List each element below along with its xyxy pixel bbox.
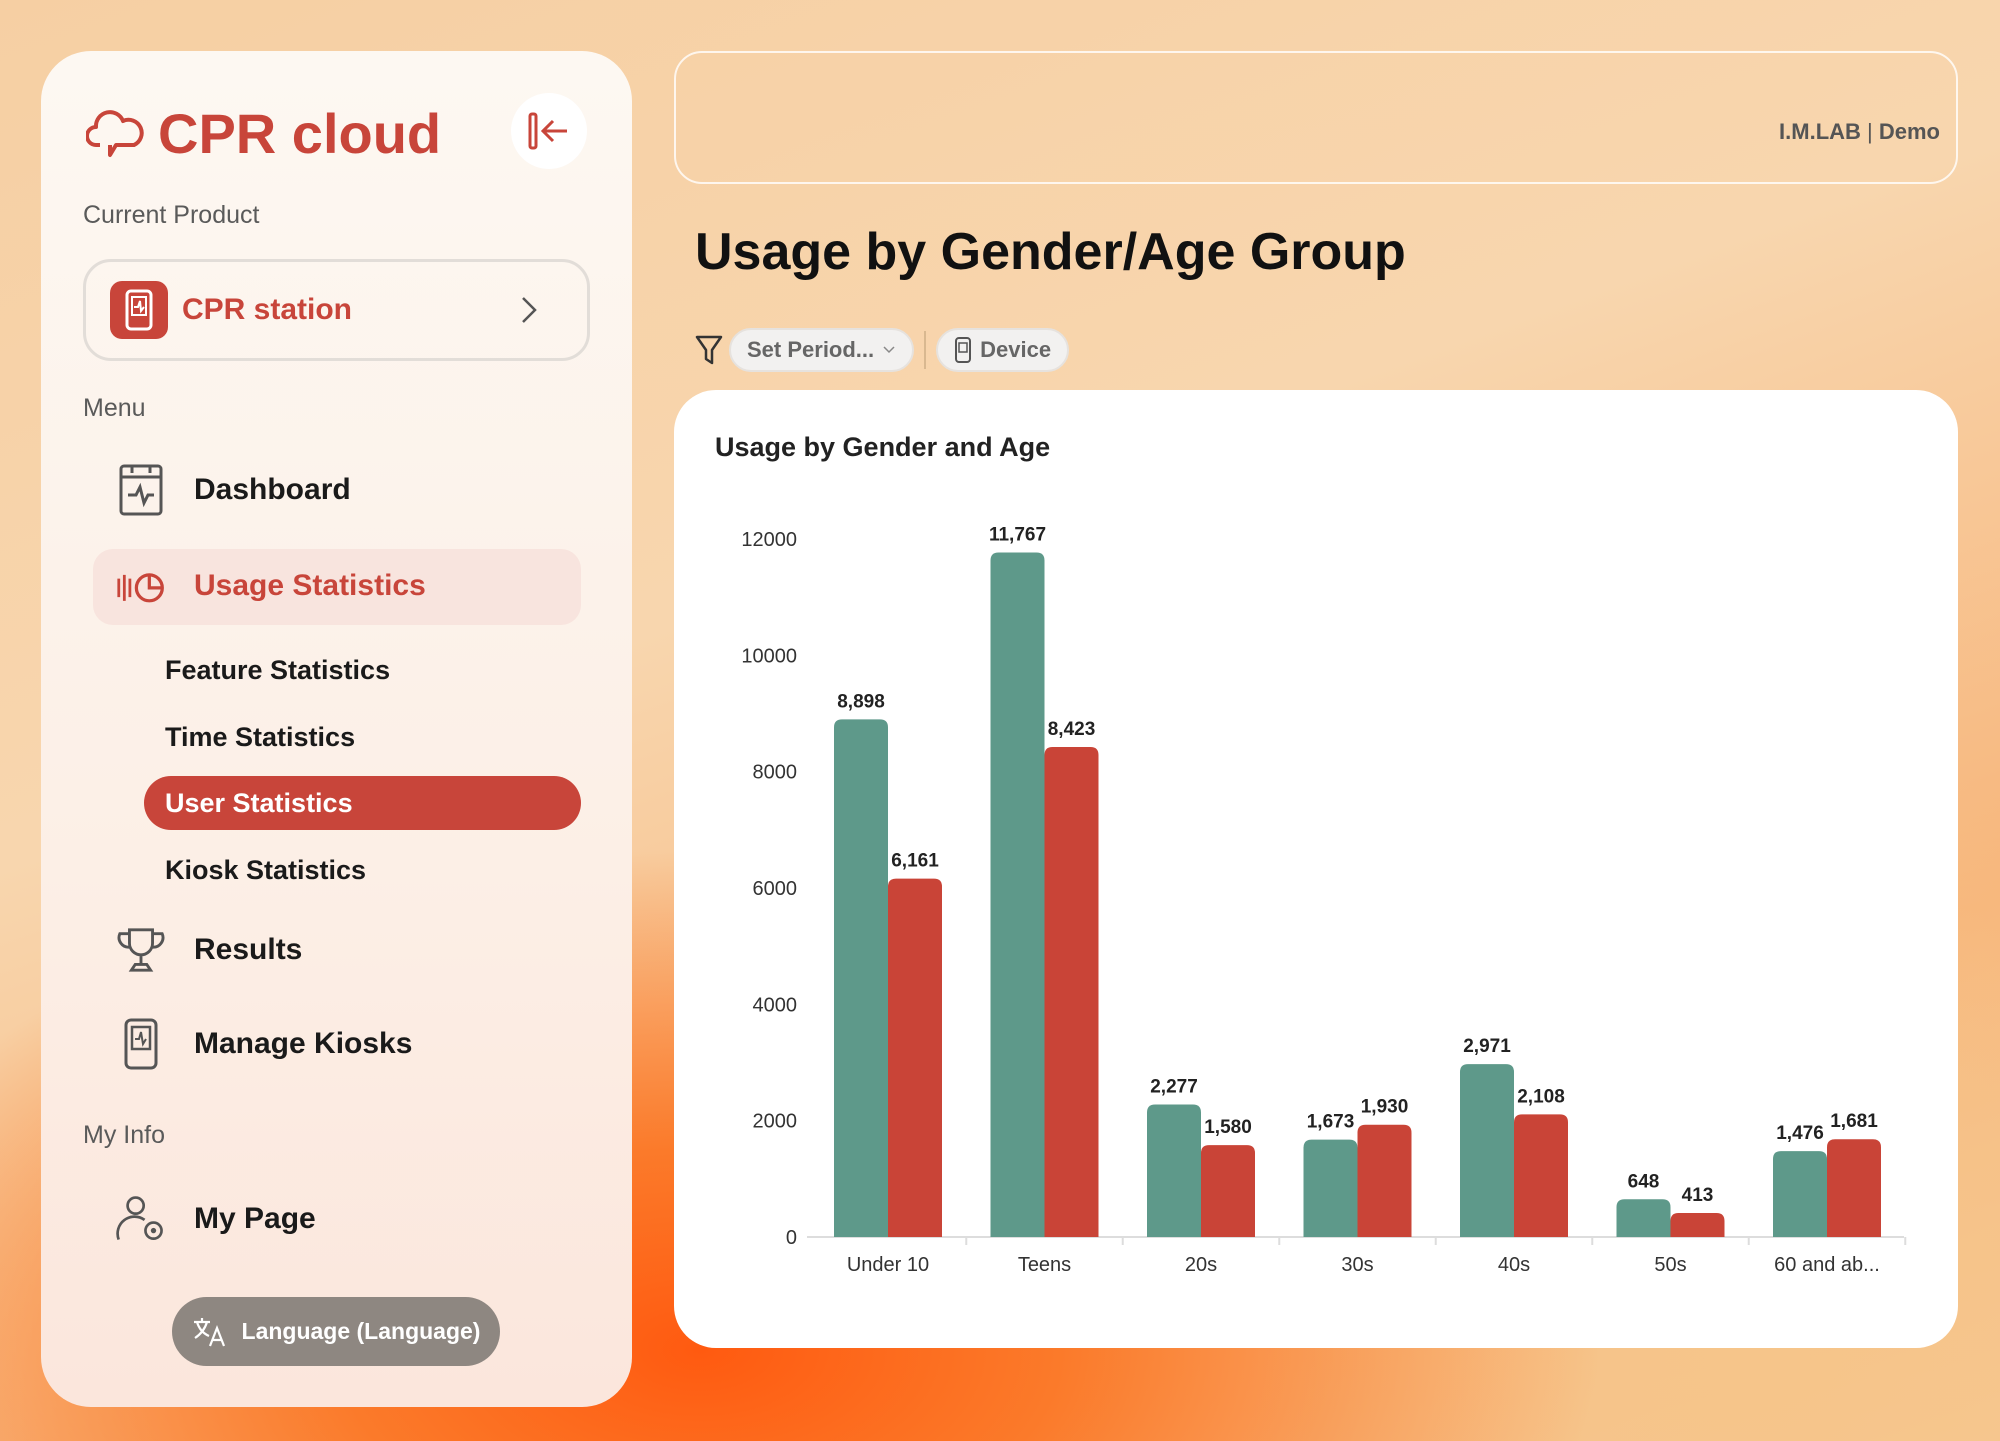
divider: [924, 331, 927, 369]
sidebar-item-usage-statistics[interactable]: Usage Statistics: [116, 561, 426, 611]
x-tick-label: Under 10: [847, 1254, 929, 1276]
data-label: 413: [1682, 1185, 1714, 1206]
sidebar-item-label: Dashboard: [194, 473, 351, 506]
data-label: 8,898: [837, 691, 885, 712]
x-tick-label: 60 and ab...: [1774, 1254, 1880, 1276]
sidebar-item-label: My Page: [194, 1202, 316, 1235]
y-tick-label: 12000: [741, 529, 797, 551]
bar-series2[interactable]: [1670, 1212, 1725, 1237]
my-info-label: My Info: [83, 1121, 165, 1149]
chevron-right-icon: [522, 297, 537, 323]
filter-bar: Set Period... Device: [695, 328, 1070, 372]
kiosk-icon: [110, 281, 168, 339]
page-title: Usage by Gender/Age Group: [695, 223, 1406, 281]
set-period-dropdown[interactable]: Set Period...: [729, 328, 915, 372]
bar-series1[interactable]: [990, 552, 1045, 1237]
cloud-icon: [86, 109, 144, 157]
collapse-icon: [528, 112, 567, 150]
bar-series1[interactable]: [1773, 1151, 1827, 1237]
bar-series2[interactable]: [1201, 1145, 1255, 1237]
bar-series1[interactable]: [1147, 1104, 1201, 1237]
bar-series1[interactable]: [1616, 1199, 1671, 1237]
kiosk-icon: [955, 337, 972, 363]
bar-series2[interactable]: [1044, 747, 1099, 1237]
data-label: 1,476: [1776, 1123, 1824, 1144]
x-tick-label: 20s: [1185, 1254, 1217, 1276]
current-product-label: Current Product: [83, 201, 260, 229]
logo[interactable]: CPR cloud: [86, 101, 441, 166]
kiosk-icon: [116, 1018, 166, 1070]
device-filter-button[interactable]: Device: [936, 328, 1070, 372]
y-tick-label: 4000: [753, 994, 798, 1016]
period-label: Set Period...: [747, 337, 875, 362]
product-name: CPR station: [182, 293, 353, 326]
sidebar-subitem-user-statistics[interactable]: [144, 776, 581, 830]
bar-series2[interactable]: [1827, 1139, 1881, 1237]
language-button[interactable]: Language (Language): [172, 1297, 500, 1366]
data-label: 648: [1628, 1171, 1660, 1192]
chart-card: Usage by Gender and Age 0 2000 4000 6000 800…: [674, 390, 1958, 1348]
sidebar-subitem-kiosk-statistics[interactable]: Kiosk Statistics: [165, 855, 367, 885]
product-selector[interactable]: CPR station: [83, 259, 590, 361]
data-label: 1,673: [1307, 1112, 1355, 1133]
data-label: 2,108: [1517, 1086, 1565, 1107]
collapse-sidebar-button[interactable]: [511, 93, 587, 169]
bar-series2[interactable]: [1357, 1124, 1412, 1237]
chart-title: Usage by Gender and Age: [715, 432, 1051, 462]
user-info[interactable]: I.M.LAB | Demo: [1779, 119, 1940, 144]
y-tick-label: 6000: [753, 878, 798, 900]
language-label: Language (Language): [241, 1318, 481, 1344]
org-name: I.M.LAB: [1779, 119, 1861, 144]
bar-series2[interactable]: [888, 878, 942, 1237]
chevron-down-icon: [883, 346, 895, 354]
bar-series1[interactable]: [834, 719, 888, 1237]
data-label: 6,161: [891, 851, 939, 872]
bar-chart: 0 2000 4000 6000 8000 10000 12000 Under 10 8,898…: [741, 525, 1907, 1276]
sidebar-item-results[interactable]: Results: [116, 925, 302, 975]
user-settings-icon: [116, 1194, 166, 1244]
sidebar-item-usage-statistics-bg: [93, 549, 581, 625]
y-tick-label: 8000: [753, 762, 798, 784]
data-label: 2,971: [1463, 1036, 1511, 1057]
sidebar-item-dashboard[interactable]: Dashboard: [116, 464, 351, 516]
sidebar: CPR cloud Current Product CPR station Me…: [41, 51, 632, 1407]
usage-chart-icon: [116, 561, 166, 611]
sidebar-subitem-time-statistics[interactable]: Time Statistics: [165, 722, 356, 752]
bar-series1[interactable]: [1303, 1139, 1358, 1237]
sidebar-item-label: Results: [194, 933, 303, 966]
translate-icon: [193, 1317, 225, 1346]
data-label: 1,681: [1830, 1111, 1878, 1132]
bar-series1[interactable]: [1460, 1064, 1514, 1237]
y-tick-label: 10000: [741, 645, 797, 667]
top-bar: I.M.LAB | Demo: [674, 51, 1958, 184]
dashboard-icon: [116, 464, 166, 516]
menu-label: Menu: [83, 394, 146, 422]
y-tick-label: 0: [786, 1227, 797, 1249]
bar-series2[interactable]: [1514, 1114, 1568, 1237]
x-tick-label: 30s: [1341, 1254, 1373, 1276]
logo-text: CPR cloud: [158, 102, 442, 165]
data-label: 11,767: [989, 525, 1046, 546]
sidebar-item-label: Manage Kiosks: [194, 1027, 413, 1060]
sidebar-item-manage-kiosks[interactable]: Manage Kiosks: [116, 1018, 413, 1070]
device-label: Device: [980, 337, 1052, 362]
filter-icon: [695, 335, 723, 365]
sidebar-subitem-feature-statistics[interactable]: Feature Statistics: [165, 655, 391, 685]
x-tick-label: 40s: [1498, 1254, 1530, 1276]
sidebar-item-my-page[interactable]: My Page: [116, 1194, 316, 1244]
user-name: Demo: [1878, 119, 1940, 144]
data-label: 2,277: [1150, 1077, 1198, 1098]
data-label: 8,423: [1048, 719, 1096, 740]
data-label: 1,930: [1361, 1097, 1409, 1118]
x-tick-label: Teens: [1018, 1254, 1071, 1276]
trophy-icon: [116, 925, 166, 975]
sidebar-subitem-user-statistics-label: User Statistics: [165, 788, 353, 818]
data-label: 1,580: [1204, 1117, 1252, 1138]
y-tick-label: 2000: [753, 1111, 798, 1133]
sidebar-item-label: Usage Statistics: [194, 569, 426, 602]
x-tick-label: 50s: [1654, 1254, 1686, 1276]
